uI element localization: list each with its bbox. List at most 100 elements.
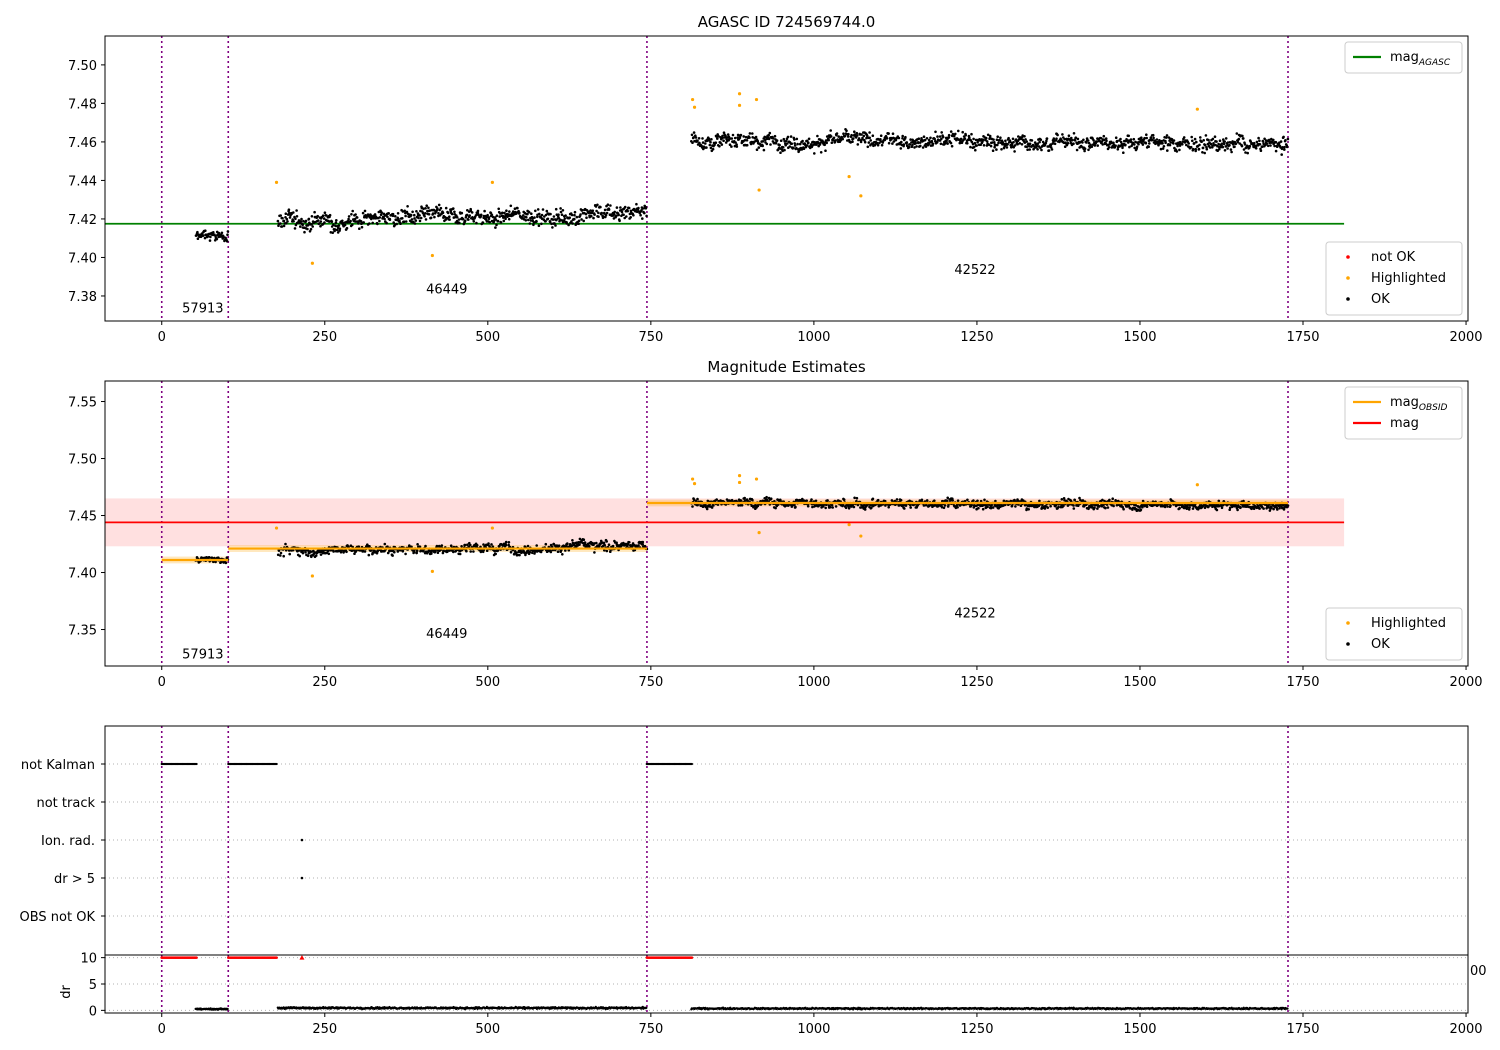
ok-point <box>743 496 746 500</box>
ok-point <box>1257 136 1260 140</box>
ok-point <box>593 542 596 545</box>
ok-point <box>437 203 441 207</box>
ok-point <box>976 499 979 503</box>
ok-point <box>883 499 887 503</box>
ok-point <box>1236 508 1239 512</box>
ok-point <box>311 225 315 228</box>
ok-point <box>1073 498 1076 502</box>
ok-point <box>981 507 985 511</box>
ok-point <box>778 143 781 147</box>
ok-point <box>781 146 785 149</box>
ok-point <box>1252 141 1256 145</box>
ok-point <box>415 551 419 555</box>
ok-point <box>774 142 778 145</box>
ok-point <box>301 223 305 226</box>
ok-point <box>1049 504 1052 508</box>
ok-point <box>996 135 999 138</box>
ok-point <box>491 545 495 548</box>
ok-point <box>1035 146 1038 149</box>
ok-point <box>1004 139 1007 143</box>
ok-point <box>1155 138 1159 141</box>
ok-point <box>705 146 708 149</box>
ok-point <box>701 141 705 144</box>
ok-point <box>1093 506 1096 510</box>
ok-point <box>327 552 331 556</box>
ok-point <box>443 215 447 219</box>
ok-point <box>1143 136 1146 140</box>
ok-point <box>740 504 744 507</box>
obsid-label: 42522 <box>954 606 995 621</box>
ok-point <box>284 216 287 219</box>
ok-point <box>380 211 384 214</box>
ok-point <box>448 215 451 218</box>
ok-point <box>495 214 499 217</box>
ok-point <box>316 214 320 218</box>
ok-point <box>605 549 609 553</box>
ok-point <box>635 210 639 214</box>
ok-point <box>1010 146 1013 149</box>
ok-point <box>1102 503 1105 507</box>
ok-point <box>891 142 894 145</box>
ok-point <box>603 543 606 547</box>
ok-point <box>351 209 355 213</box>
ok-point <box>1141 143 1145 146</box>
ok-point <box>411 210 414 214</box>
ok-point <box>505 209 508 212</box>
ok-point <box>909 138 912 141</box>
ok-point <box>862 134 866 138</box>
ok-point <box>424 218 428 221</box>
ok-point <box>404 220 408 223</box>
ok-point <box>966 142 969 145</box>
ok-point <box>943 142 947 145</box>
ok-point <box>1012 145 1015 149</box>
ok-point <box>802 147 806 150</box>
ok-point <box>367 553 371 557</box>
x-tick-label: 0 <box>158 675 166 690</box>
ok-point <box>721 136 724 140</box>
x-tick-label: 750 <box>638 675 663 690</box>
ok-point <box>490 213 494 217</box>
ok-point <box>847 132 850 136</box>
ok-point <box>704 142 707 145</box>
ok-point <box>1199 136 1202 139</box>
ok-point <box>726 133 730 136</box>
ok-point <box>879 138 882 141</box>
ok-point <box>696 139 699 142</box>
ok-point <box>969 145 972 149</box>
ok-point <box>468 214 472 217</box>
ok-point <box>1217 499 1221 503</box>
ok-point <box>567 223 570 227</box>
ok-point <box>761 140 765 143</box>
ok-point <box>788 145 792 148</box>
ok-point <box>1081 499 1085 502</box>
ok-point <box>1186 505 1189 509</box>
flag-point <box>300 838 304 842</box>
ok-point <box>1066 141 1070 145</box>
ok-point <box>807 141 810 144</box>
ok-point <box>691 505 694 508</box>
ok-point <box>368 545 371 548</box>
ok-point <box>957 129 960 133</box>
ok-point <box>773 134 777 138</box>
ok-point <box>458 552 462 556</box>
ok-point <box>1258 139 1261 143</box>
x-tick-label: 1000 <box>797 675 830 690</box>
ok-point <box>1220 142 1224 146</box>
ok-point <box>1226 147 1229 150</box>
ok-point <box>325 214 328 217</box>
ok-point <box>540 222 543 226</box>
ok-point <box>856 134 859 137</box>
ok-point <box>580 218 583 221</box>
ok-point <box>913 146 916 149</box>
ok-point <box>751 136 754 139</box>
ok-point <box>379 213 383 216</box>
ok-point <box>1168 143 1172 147</box>
ok-point <box>823 143 826 147</box>
ok-point <box>851 140 854 143</box>
ok-point <box>428 209 432 212</box>
ok-point <box>748 132 752 135</box>
ok-point <box>1202 139 1205 142</box>
